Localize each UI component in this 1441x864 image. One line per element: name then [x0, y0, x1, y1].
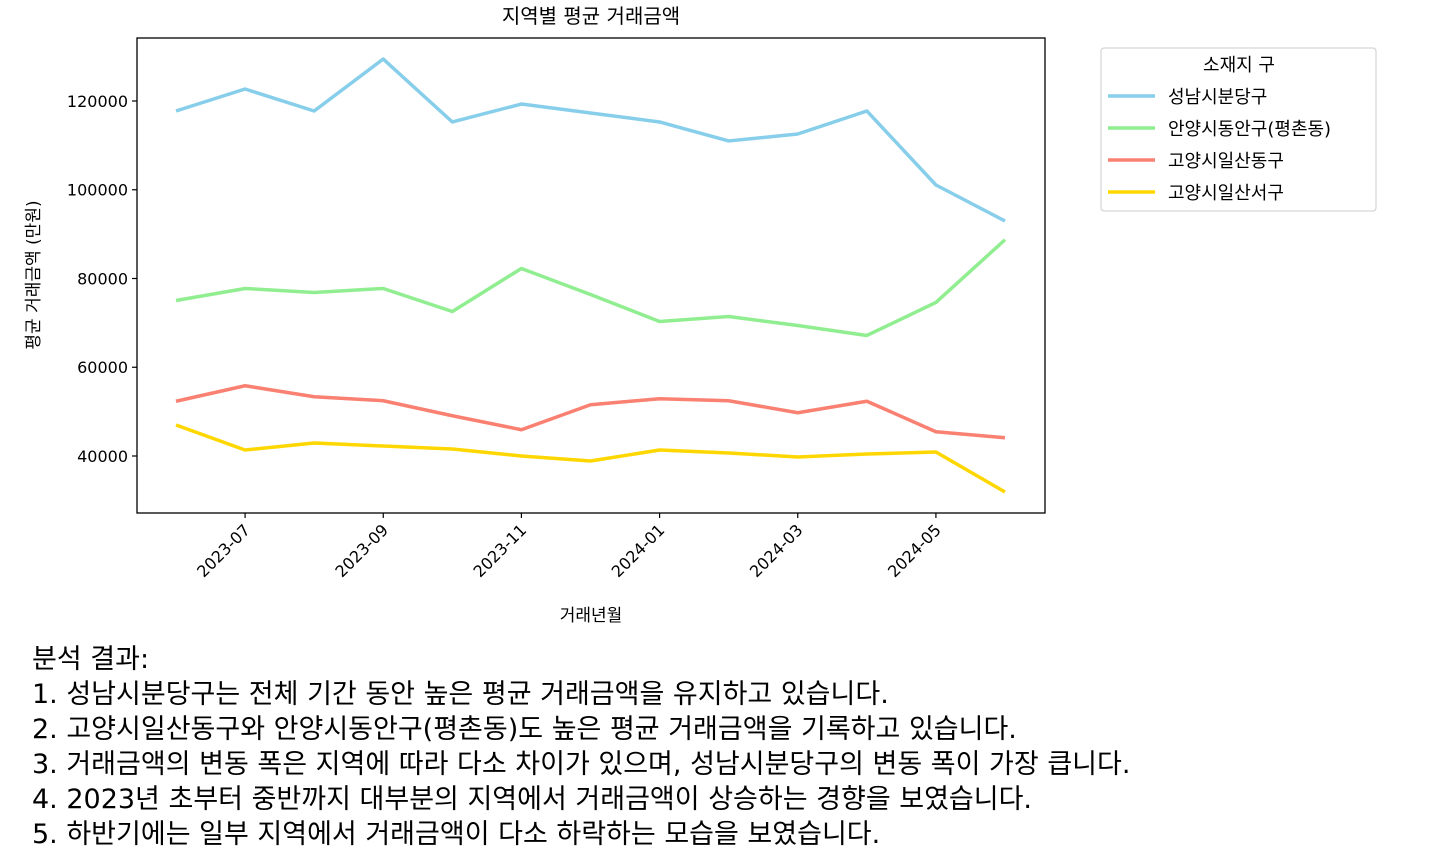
analysis-line: 5. 하반기에는 일부 지역에서 거래금액이 다소 하락하는 모습을 보였습니다…: [32, 819, 881, 850]
y-tick-label: 60000: [77, 358, 128, 377]
plot-frame: [136, 37, 1046, 514]
chart-title: 지역별 평균 거래금액: [502, 4, 680, 28]
legend-label: 고양시일산서구: [1168, 183, 1284, 204]
series-line: [175, 384, 1006, 440]
legend-label: 고양시일산동구: [1168, 151, 1284, 172]
y-tick-label: 40000: [77, 447, 128, 466]
analysis-heading: 분석 결과:: [32, 644, 150, 675]
series-line: [175, 423, 1006, 494]
x-tick-label: 2024-05: [884, 520, 945, 581]
analysis-line: 2. 고양시일산동구와 안양시동안구(평촌동)도 높은 평균 거래금액을 기록하…: [32, 714, 1017, 745]
analysis-line: 4. 2023년 초부터 중반까지 대부분의 지역에서 거래금액이 상승하는 경…: [32, 784, 1033, 815]
x-axis-label: 거래년월: [560, 606, 623, 626]
series-line: [175, 238, 1007, 338]
y-tick-label: 80000: [77, 269, 128, 288]
y-tick-label: 100000: [67, 181, 128, 200]
x-tick-label: 2024-01: [608, 520, 669, 581]
analysis-text: 분석 결과: 1. 성남시분당구는 전체 기간 동안 높은 평균 거래금액을 유…: [32, 642, 1130, 852]
line-chart: 지역별 평균 거래금액 40000 60000 80000 100000 120000 2…: [24, 4, 1377, 626]
legend-title: 소재지 구: [1203, 55, 1275, 76]
legend-label: 안양시동안구(평촌동): [1168, 119, 1331, 140]
x-tick-label: 2023-09: [331, 520, 392, 581]
y-tick-label: 120000: [67, 92, 128, 111]
legend-frame: [1100, 47, 1377, 212]
x-tick-label: 2024-03: [746, 520, 807, 581]
x-tick-label: 2023-07: [193, 520, 254, 581]
legend-label: 성남시분당구: [1168, 87, 1267, 108]
analysis-line: 3. 거래금액의 변동 폭은 지역에 따라 다소 차이가 있으며, 성남시분당구…: [32, 749, 1131, 780]
x-tick-label: 2023-11: [470, 520, 531, 581]
series-line: [175, 57, 1006, 223]
analysis-line: 1. 성남시분당구는 전체 기간 동안 높은 평균 거래금액을 유지하고 있습니…: [32, 679, 889, 710]
y-axis-label: 평균 거래금액 (만원): [24, 200, 44, 349]
